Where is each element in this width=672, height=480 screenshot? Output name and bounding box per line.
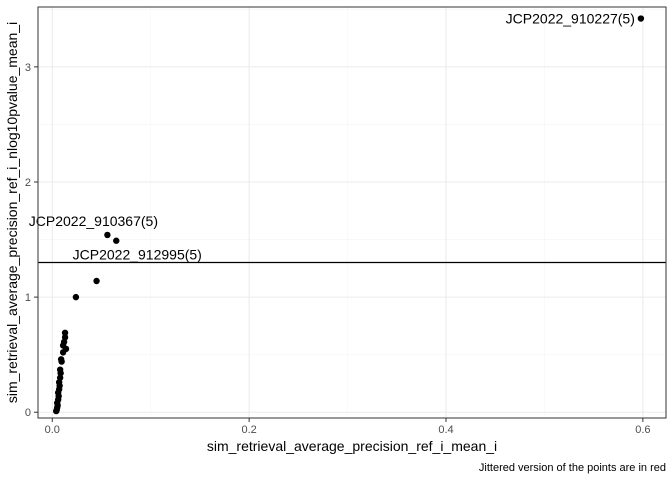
data-point bbox=[113, 237, 120, 244]
y-tick-label: 0 bbox=[25, 407, 31, 419]
point-label: JCP2022_912995(5) bbox=[73, 247, 202, 263]
data-point bbox=[53, 407, 60, 415]
x-tick-label: 0.4 bbox=[438, 424, 453, 436]
points-layer bbox=[53, 15, 645, 415]
chart-caption: Jittered version of the points are in re… bbox=[479, 462, 666, 474]
data-point bbox=[637, 15, 645, 22]
x-tick-label: 0.0 bbox=[45, 424, 60, 436]
point-label: JCP2022_910367(5) bbox=[29, 213, 158, 229]
data-point bbox=[104, 231, 111, 239]
y-tick-label: 3 bbox=[25, 62, 31, 74]
panel-background bbox=[38, 7, 666, 418]
panel-border bbox=[37, 6, 667, 419]
x-axis-title: sim_retrieval_average_precision_ref_i_me… bbox=[207, 438, 497, 454]
y-axis-title: sim_retrieval_average_precision_ref_i_nl… bbox=[4, 22, 20, 403]
data-point bbox=[57, 369, 64, 377]
data-point bbox=[58, 358, 65, 365]
x-tick-label: 0.2 bbox=[241, 424, 256, 436]
grid-layer bbox=[38, 7, 666, 418]
point-label: JCP2022_910227(5) bbox=[506, 11, 635, 27]
y-tick-label: 2 bbox=[25, 177, 31, 189]
y-tick-label: 1 bbox=[25, 292, 31, 304]
axis-layer: 0.0 0.2 0.4 0.6 0 1 2 3 bbox=[25, 62, 651, 436]
data-point bbox=[93, 277, 100, 285]
x-tick-label: 0.6 bbox=[635, 424, 650, 436]
data-point bbox=[59, 349, 67, 356]
annotation-layer: JCP2022_910227(5) JCP2022_910367(5) JCP202… bbox=[29, 11, 635, 263]
data-point bbox=[61, 329, 69, 337]
data-point bbox=[72, 293, 80, 301]
